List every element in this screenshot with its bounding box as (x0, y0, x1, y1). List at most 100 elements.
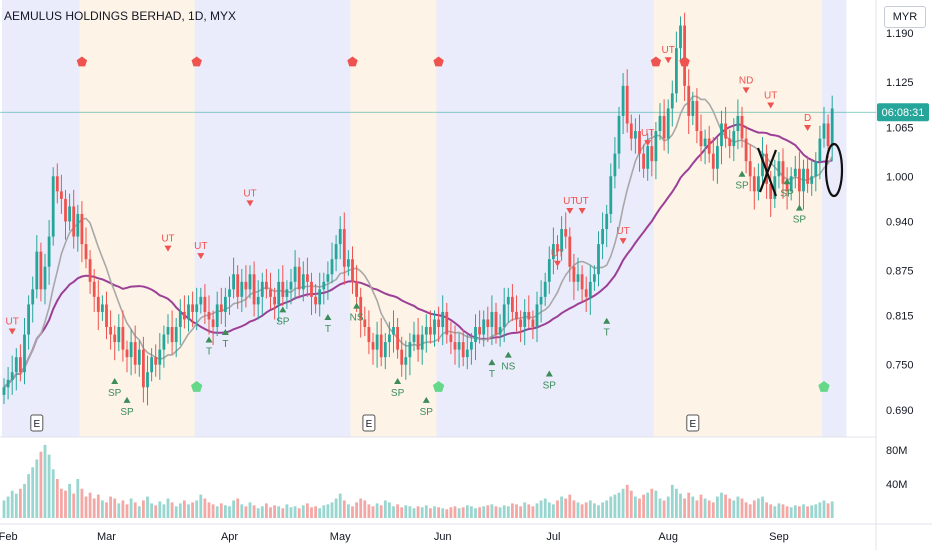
volume-bar (265, 503, 268, 518)
candle (326, 261, 330, 300)
candle (236, 265, 240, 309)
candle-body (617, 115, 621, 154)
candle-body (162, 334, 166, 350)
candle-body (133, 342, 137, 365)
candle (14, 348, 18, 391)
candle-body (629, 123, 633, 139)
volume-bar (683, 498, 686, 518)
candle-body (277, 281, 281, 305)
down-triangle-icon (246, 200, 254, 207)
candle (453, 325, 457, 365)
candle-body (355, 281, 358, 297)
candle-body (301, 274, 305, 290)
candle (51, 167, 55, 246)
volume-bar (84, 496, 88, 518)
candle-body (150, 357, 153, 373)
candle (240, 268, 244, 312)
support-label: NS (350, 313, 364, 324)
volume-bar (826, 503, 830, 518)
time-tick-label: Sep (769, 531, 789, 543)
band (194, 0, 351, 437)
candle (449, 321, 453, 355)
volume-bar (650, 488, 654, 518)
volume-bar (154, 505, 158, 518)
candle-body (757, 176, 760, 192)
down-triangle-icon (619, 238, 627, 245)
volume-bar (207, 502, 211, 518)
candle (191, 291, 194, 328)
candle-body (785, 183, 789, 192)
volume-bar (351, 506, 354, 518)
candle (515, 295, 518, 332)
candle (92, 268, 96, 312)
volume-bar (211, 504, 215, 518)
volume-bar (724, 494, 727, 518)
candle (113, 325, 117, 361)
volume-bar (429, 508, 432, 518)
signal-label-marker: UT (616, 226, 630, 245)
volume-bar (408, 506, 412, 518)
currency-button[interactable]: MYR (884, 6, 926, 28)
candle (170, 310, 174, 355)
candle (560, 216, 563, 261)
candle-body (125, 349, 129, 358)
down-triangle-icon (566, 207, 574, 214)
volume-bar (404, 505, 408, 518)
support-label: T (489, 369, 495, 380)
candle (793, 155, 797, 189)
volume-bar (269, 507, 272, 518)
candle-body (273, 296, 276, 305)
candle-body (461, 342, 465, 358)
candle-body (539, 296, 543, 305)
candle-body (752, 176, 756, 192)
candle-body (437, 319, 440, 328)
candle (752, 167, 756, 210)
candle (297, 257, 301, 299)
candle (47, 219, 51, 285)
earnings-marker: E (362, 414, 376, 432)
candle-body (593, 274, 596, 282)
candle-body (416, 334, 420, 350)
candle (506, 287, 510, 323)
candle (572, 253, 576, 300)
volume-bar (72, 493, 76, 518)
candle (84, 227, 88, 269)
volume-bar (39, 451, 43, 518)
hand-drawn-annotations (756, 142, 844, 198)
red-pentagon-icon (433, 56, 444, 67)
candle (293, 250, 297, 300)
candle (687, 69, 691, 135)
candle (519, 310, 522, 343)
volume-bar (68, 483, 71, 518)
volume-bar (486, 505, 490, 518)
down-triangle-icon (164, 245, 172, 252)
candle-body (650, 146, 654, 162)
candle-body (232, 274, 235, 290)
time-axis: Feb Mar Apr May Jun Jul Aug Sep (0, 531, 789, 543)
signal-label-marker: ND (739, 75, 753, 94)
volume-bar (781, 504, 785, 518)
candle (6, 366, 10, 400)
candle (679, 16, 682, 61)
up-triangle-icon (795, 204, 803, 211)
candle (412, 321, 416, 352)
volume-bar (552, 504, 555, 518)
candle (232, 257, 235, 299)
price-tick-label: 0.750 (886, 360, 914, 372)
price-tick-label: 1.000 (886, 171, 914, 183)
candle-body (720, 123, 723, 147)
volume-bar (605, 500, 609, 518)
volume-bar (687, 492, 691, 518)
candle-body (613, 153, 617, 177)
volume-bar (564, 498, 568, 518)
candle-body (638, 131, 641, 154)
candle-body (64, 198, 67, 222)
volume-bar (531, 506, 535, 518)
candle-body (560, 229, 563, 252)
candle (363, 306, 367, 337)
volume-bar (593, 503, 596, 518)
volume-bar (92, 498, 96, 518)
candle-body (691, 100, 695, 116)
candle (277, 268, 281, 323)
